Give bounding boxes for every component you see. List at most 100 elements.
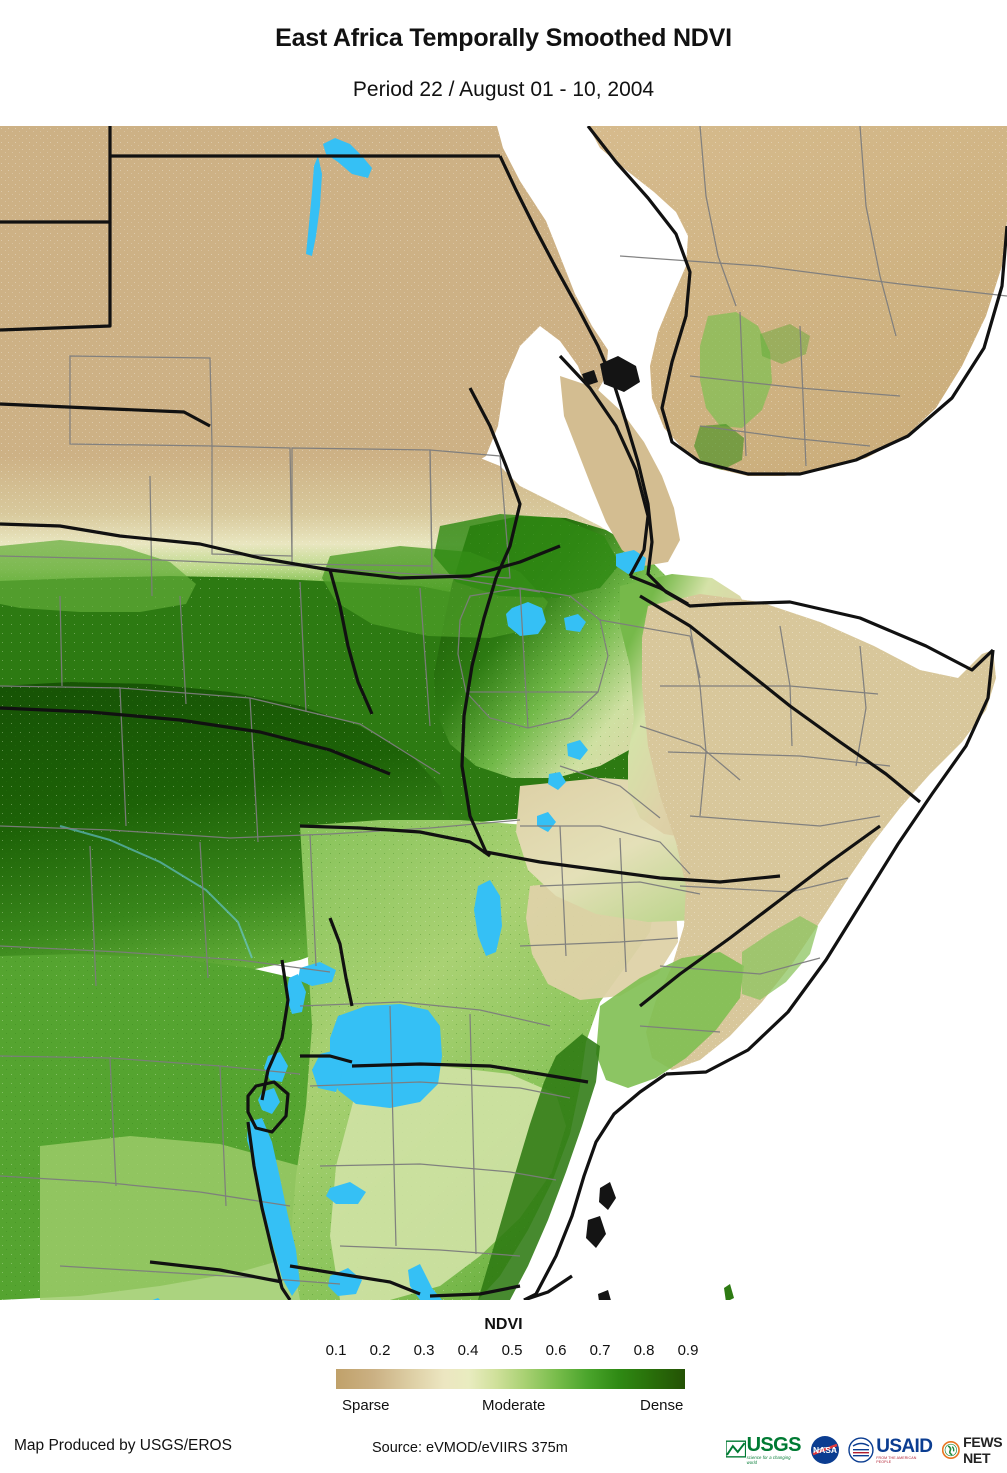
assab-inlet — [564, 614, 586, 632]
usgs-logo[interactable]: USGS science for a changing world — [726, 1435, 801, 1465]
produced-by-text: Map Produced by USGS/EROS — [14, 1437, 232, 1454]
border-ethiopia-sudan — [460, 387, 522, 853]
lake-kariba-region — [326, 1182, 366, 1204]
legend-tick-2: 0.3 — [413, 1342, 435, 1359]
region-yemen-highlands-green — [700, 312, 772, 428]
border-tanzania-mozambique — [429, 1284, 521, 1298]
lake-kyoga — [298, 962, 336, 986]
legend-tick-3: 0.4 — [457, 1342, 479, 1359]
legend-zone-moderate: Moderate — [482, 1397, 546, 1414]
legend-zone-dense: Dense — [640, 1397, 684, 1414]
usaid-logo-tagline: FROM THE AMERICAN PEOPLE — [876, 1455, 917, 1464]
usgs-logo-text: USGS — [746, 1434, 802, 1456]
red-sea-inlet — [616, 550, 646, 574]
usaid-seal-icon — [848, 1437, 874, 1463]
usgs-logo-tagline: science for a changing world — [746, 1455, 791, 1465]
landmass-group — [0, 126, 1007, 1300]
island-pemba — [599, 1182, 616, 1210]
ndvi-map-canvas[interactable] — [0, 126, 1007, 1300]
fews-net-logo[interactable]: FEWS NET — [942, 1434, 1007, 1466]
border-ethiopia-kenya — [485, 850, 781, 884]
island-zanzibar — [586, 1216, 606, 1248]
dahlak-islet-1 — [582, 370, 598, 386]
svg-text:NASA: NASA — [813, 1445, 837, 1455]
logo-row: USGS science for a changing world NASA U — [726, 1432, 1007, 1468]
legend-tick-0: 0.1 — [325, 1342, 347, 1359]
region-yemen-green-2 — [694, 424, 744, 470]
national-boundaries-group — [0, 126, 1007, 1300]
lake-mweru — [152, 1298, 160, 1300]
dahlak-archipelago — [600, 356, 640, 392]
border-uganda-drc — [260, 959, 290, 1101]
border-drc-tanzania — [246, 1121, 292, 1300]
nile-upper — [306, 156, 322, 256]
congo-river — [59, 825, 253, 959]
border-ethiopia-somalia — [639, 594, 922, 804]
legend-zone-labels: Sparse Moderate Dense — [322, 1397, 686, 1419]
usaid-logo[interactable]: USAID FROM THE AMERICAN PEOPLE — [848, 1435, 933, 1464]
sahara-texture — [0, 126, 608, 482]
fews-net-logo-text: FEWS NET — [963, 1434, 1003, 1466]
coastline-arabia — [586, 126, 1007, 476]
lake-tanganyika — [247, 1118, 300, 1296]
rift-lake-small-2 — [548, 772, 566, 790]
page-subtitle: Period 22 / August 01 - 10, 2004 — [352, 78, 655, 101]
coastline-kenya-tanzania — [523, 1072, 667, 1300]
border-tanzania-zambia-malawi — [289, 1264, 421, 1296]
border-sudan-uganda-kenya — [299, 824, 491, 858]
legend-title: NDVI — [484, 1316, 523, 1333]
legend-tick-labels: 0.1 0.2 0.3 0.4 0.5 0.6 0.7 0.8 0.9 — [322, 1342, 699, 1362]
border-uganda-tanzania — [300, 1054, 353, 1064]
usgs-mark-icon — [726, 1440, 746, 1458]
border-somalia-kenya — [639, 824, 881, 1008]
fews-globe-icon — [942, 1441, 961, 1459]
lake-victoria-lobe — [312, 1050, 342, 1092]
coastline-mozambique — [523, 1274, 573, 1300]
island-comoros — [724, 1284, 734, 1300]
legend-zone-sparse: Sparse — [342, 1397, 390, 1414]
source-text: Source: eVMOD/eVIIRS 375m — [372, 1440, 568, 1456]
border-eritrea — [558, 354, 650, 577]
region-somalia-coastal-green — [742, 916, 818, 1000]
rift-lake-small-1 — [537, 812, 556, 832]
coastline-somalia-east — [665, 649, 995, 1076]
region-tanzania-interior-pale — [330, 1066, 566, 1300]
border-sudan-west — [0, 402, 211, 428]
lake-edward — [264, 1052, 288, 1082]
coastline-red-sea-africa — [498, 155, 725, 608]
ndvi-color-ramp — [336, 1369, 685, 1389]
admin-boundaries-group — [0, 126, 1007, 1285]
legend-tick-7: 0.8 — [633, 1342, 655, 1359]
border-rwanda-burundi — [246, 1080, 290, 1134]
usaid-logo-text: USAID — [876, 1435, 933, 1457]
lake-victoria — [330, 1004, 442, 1108]
border-drc-zambia — [149, 1260, 283, 1284]
nasa-logo[interactable]: NASA — [810, 1435, 840, 1465]
border-kenya-uganda — [328, 917, 354, 1007]
island-mafia — [598, 1290, 611, 1300]
coastline-somalia-north — [723, 600, 995, 672]
region-saudi-green-speck — [760, 324, 810, 364]
border-car-drc — [0, 706, 391, 776]
page-footer: Map Produced by USGS/EROS Source: eVMOD/… — [0, 1430, 1007, 1473]
border-libya-chad — [0, 222, 112, 332]
ndvi-map[interactable] — [0, 126, 1007, 1300]
legend-tick-8: 0.9 — [677, 1342, 699, 1359]
islands-group — [582, 356, 640, 1300]
lake-turkana — [474, 880, 502, 956]
region-coastal-strip-green — [478, 1034, 600, 1300]
border-car-sudan — [328, 569, 374, 715]
lake-nasser — [323, 138, 372, 178]
lake-tana — [506, 602, 546, 636]
border-kenya-tanzania — [351, 1062, 589, 1084]
region-somalia-juba-shabelle-green — [596, 952, 744, 1088]
lake-albert — [286, 974, 306, 1014]
legend-tick-4: 0.5 — [501, 1342, 523, 1359]
awash-lakes — [567, 740, 588, 760]
ndvi-legend: NDVI 0.1 0.2 0.3 0.4 0.5 0.6 0.7 0.8 0.9 — [0, 1316, 1007, 1426]
border-sudan-south — [0, 522, 561, 580]
page-title: East Africa Temporally Smoothed NDVI — [275, 24, 732, 52]
legend-tick-6: 0.7 — [589, 1342, 611, 1359]
nasa-meatball-icon: NASA — [811, 1436, 840, 1464]
legend-tick-5: 0.6 — [545, 1342, 567, 1359]
